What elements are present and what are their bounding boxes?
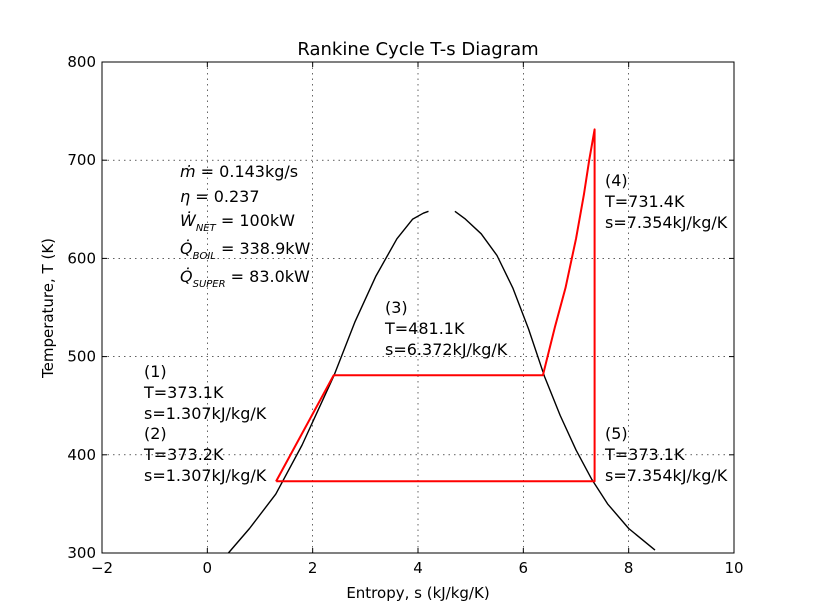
summary-line: ẆNET = 100kW: [180, 211, 295, 234]
state-label: (4): [605, 171, 628, 190]
summary-line: Q̇BOIL = 338.9kW: [180, 239, 311, 262]
summary-line: η = 0.237: [180, 187, 260, 206]
dome-vapor-curve: [454, 210, 656, 551]
x-tick-label: −2: [91, 559, 113, 577]
y-tick-label: 700: [67, 151, 96, 169]
state-label: s=1.307kJ/kg/K: [144, 404, 267, 423]
state-label: (1): [144, 362, 167, 381]
state-label: T=481.1K: [384, 319, 465, 338]
summary-line: Q̇SUPER = 83.0kW: [180, 267, 310, 290]
state-labels: (1)T=373.1Ks=1.307kJ/kg/K(2)T=373.2Ks=1.…: [143, 171, 728, 485]
y-tick-label: 300: [67, 544, 96, 562]
axis-ticks: −2 0 2 4 6 8 10 300 400 500 600 700 800: [67, 53, 743, 577]
state-label: T=731.4K: [604, 192, 685, 211]
grid: [102, 62, 734, 553]
cycle-path: [275, 128, 596, 483]
chart-title: Rankine Cycle T-s Diagram: [297, 39, 538, 60]
x-tick-label: 0: [203, 559, 213, 577]
y-tick-label: 600: [67, 249, 96, 267]
state-label: s=1.307kJ/kg/K: [144, 466, 267, 485]
x-tick-label: 10: [724, 559, 743, 577]
x-axis-label: Entropy, s (kJ/kg/K): [346, 584, 489, 602]
x-tick-label: 2: [308, 559, 318, 577]
x-tick-label: 6: [519, 559, 529, 577]
state-label: s=7.354kJ/kg/K: [605, 213, 728, 232]
cycle-summary: ṁ = 0.143kg/s η = 0.237 ẆNET = 100kW Q̇BO…: [180, 162, 311, 290]
state-label: (5): [605, 424, 628, 443]
y-tick-label: 400: [67, 446, 96, 464]
state-label: T=373.1K: [143, 383, 224, 402]
state-label: T=373.1K: [604, 445, 685, 464]
x-tick-label: 4: [413, 559, 423, 577]
state-label: (2): [144, 424, 167, 443]
y-axis-label: Temperature, T (K): [39, 238, 57, 379]
dome-liquid-curve: [227, 210, 429, 554]
y-tick-label: 500: [67, 348, 96, 366]
data-series: [227, 128, 656, 554]
x-tick-label: 8: [624, 559, 634, 577]
state-label: (3): [385, 298, 408, 317]
state-label: s=6.372kJ/kg/K: [385, 340, 508, 359]
state-label: T=373.2K: [143, 445, 224, 464]
summary-line: ṁ = 0.143kg/s: [180, 162, 298, 181]
y-tick-label: 800: [67, 53, 96, 71]
state-label: s=7.354kJ/kg/K: [605, 466, 728, 485]
